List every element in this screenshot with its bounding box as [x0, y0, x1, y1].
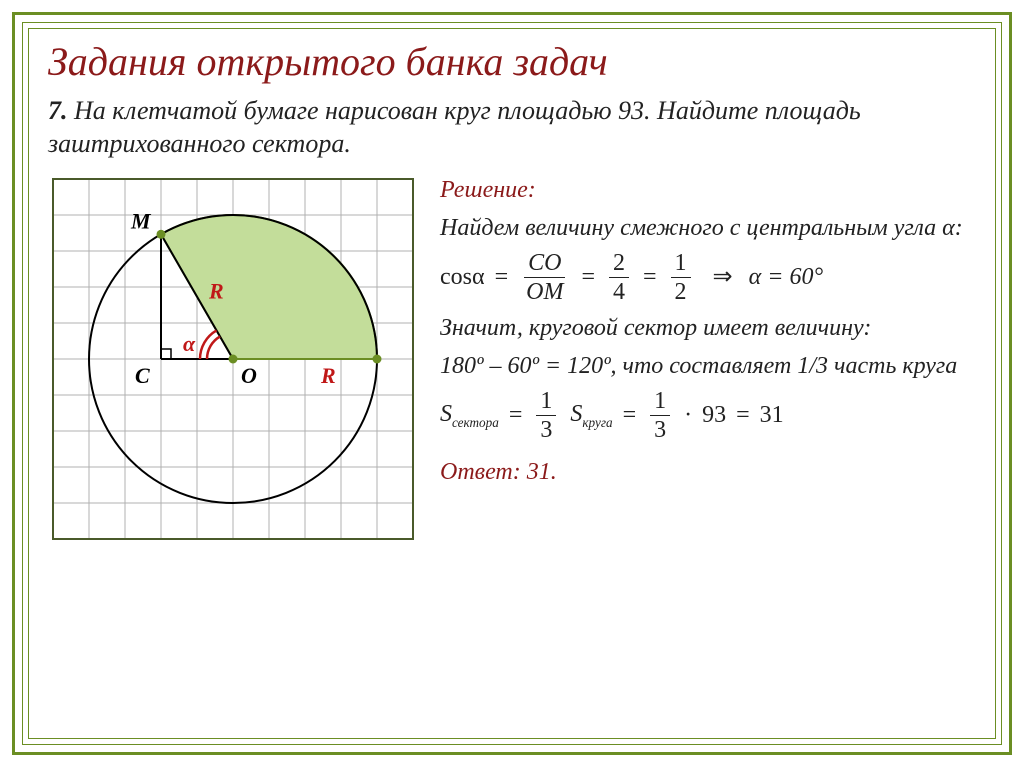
result-31: 31 [760, 399, 784, 431]
answer-line: Ответ: 31. [440, 456, 976, 488]
s-letter-1: S [440, 401, 452, 427]
frac-third-1-bot: 3 [536, 416, 556, 442]
solution-heading: Решение: [440, 174, 976, 206]
implies-arrow: ⇒ [713, 261, 733, 293]
equals-2: = [581, 261, 595, 293]
svg-text:M: M [130, 208, 152, 233]
s-circle-symbol: Sкруга [570, 398, 612, 432]
frac-1-2-bot: 2 [671, 278, 691, 304]
frac-co-om: CO OM [522, 251, 567, 304]
solution-line-2: Значит, круговой сектор имеет величину: [440, 312, 976, 344]
frac-2-4-top: 2 [609, 251, 629, 278]
dot-multiply: · [684, 399, 692, 431]
area-formula: Sсектора = 1 3 Sкруга = 1 3 · 93 = 31 [440, 389, 976, 442]
equals-5: = [623, 399, 637, 431]
equals-1: = [495, 261, 509, 293]
s-circle-sub: круга [582, 415, 612, 430]
problem-number: 7. [48, 96, 68, 125]
cos-formula: cosα = CO OM = 2 4 = 1 2 ⇒ α = 60° [440, 251, 976, 304]
frac-2-4: 2 4 [609, 251, 629, 304]
frac-1-2-top: 1 [671, 251, 691, 278]
svg-text:α: α [183, 331, 196, 356]
frac-third-2: 1 3 [650, 389, 670, 442]
solution-line-1: Найдем величину смежного с центральным у… [440, 212, 976, 244]
svg-text:R: R [208, 279, 224, 304]
s-sector-symbol: Sсектора [440, 398, 499, 432]
svg-text:R: R [320, 363, 336, 388]
main-area: MCORRα Решение: Найдем величину смежного… [48, 174, 976, 549]
equals-3: = [643, 261, 657, 293]
problem-statement: 7. На клетчатой бумаге нарисован круг пл… [48, 95, 976, 160]
geometry-diagram: M C O R Rα [48, 174, 418, 549]
page-content: Задания открытого банка задач 7. На клет… [48, 38, 976, 729]
svg-text:O: O [241, 363, 257, 388]
frac-co-om-bot: OM [522, 278, 567, 304]
s-sector-sub: сектора [452, 415, 499, 430]
page-title: Задания открытого банка задач [48, 38, 976, 85]
s-letter-2: S [570, 401, 582, 427]
svg-text:C: C [135, 363, 150, 388]
frac-1-2: 1 2 [671, 251, 691, 304]
frac-third-1-top: 1 [536, 389, 556, 416]
alpha-result: α = 60° [749, 261, 823, 293]
frac-third-2-top: 1 [650, 389, 670, 416]
diagram-svg: M C O R Rα [48, 174, 418, 544]
solution-block: Решение: Найдем величину смежного с цент… [440, 174, 976, 549]
cos-label: cosα [440, 261, 485, 293]
frac-2-4-bot: 4 [609, 278, 629, 304]
frac-third-1: 1 3 [536, 389, 556, 442]
equals-6: = [736, 399, 750, 431]
equals-4: = [509, 399, 523, 431]
value-93: 93 [702, 399, 726, 431]
frac-third-2-bot: 3 [650, 416, 670, 442]
solution-line-3: 180º – 60º = 120º, что составляет 1/3 ча… [440, 350, 976, 382]
frac-co-om-top: CO [524, 251, 565, 278]
problem-text: На клетчатой бумаге нарисован круг площа… [48, 96, 861, 158]
